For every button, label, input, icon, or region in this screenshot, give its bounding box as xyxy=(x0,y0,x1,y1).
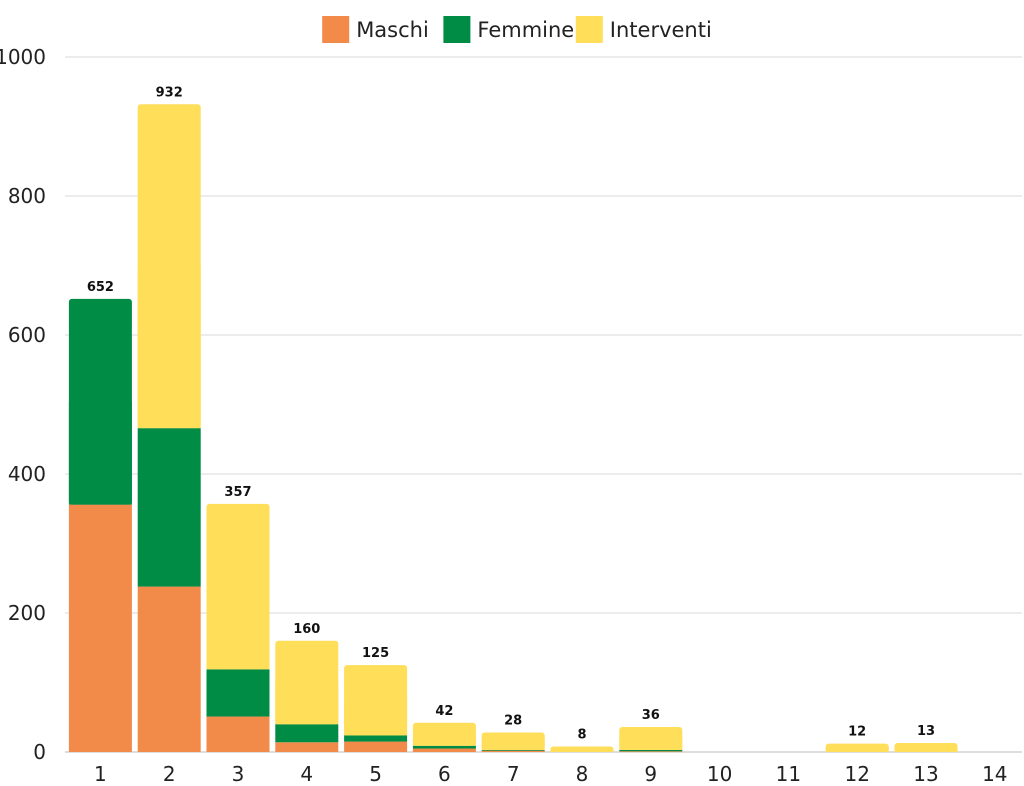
x-tick-label-14: 14 xyxy=(982,762,1007,786)
bar-femmine-9 xyxy=(619,749,683,752)
bar-maschi-7 xyxy=(481,750,545,752)
total-label-12: 12 xyxy=(848,725,866,740)
bar-interventi-9-base xyxy=(619,738,683,750)
y-tick-label: 0 xyxy=(33,740,46,764)
total-label-3: 357 xyxy=(224,485,251,500)
total-label-4: 160 xyxy=(293,622,320,637)
y-tick-label: 1000 xyxy=(0,45,46,69)
y-tick-label: 400 xyxy=(8,462,46,486)
legend: Maschi Femmine Interventi xyxy=(322,16,712,43)
bar-maschi-3 xyxy=(206,716,270,752)
bar-maschi-5 xyxy=(344,741,408,752)
x-axis: 1 2 3 4 5 6 7 8 9 10 11 12 13 14 xyxy=(94,762,1007,786)
total-label-9: 36 xyxy=(642,708,660,723)
x-tick-label-11: 11 xyxy=(776,762,801,786)
bar-femmine-6 xyxy=(412,745,476,749)
bar-interventi-5-base xyxy=(344,700,408,736)
total-label-5: 125 xyxy=(362,646,389,661)
total-label-6: 42 xyxy=(435,704,453,719)
x-tick-label-2: 2 xyxy=(163,762,176,786)
bar-femmine-4 xyxy=(275,724,339,743)
x-tick-label-8: 8 xyxy=(576,762,589,786)
total-label-13: 13 xyxy=(917,724,935,739)
x-tick-label-13: 13 xyxy=(913,762,938,786)
x-tick-label-9: 9 xyxy=(644,762,657,786)
bar-maschi-9 xyxy=(619,751,683,753)
y-tick-label: 600 xyxy=(8,323,46,347)
total-label-8: 8 xyxy=(577,727,586,742)
y-tick-label: 200 xyxy=(8,601,46,625)
bar-interventi-12-base xyxy=(825,747,889,752)
legend-item-femmine: Femmine xyxy=(443,16,574,43)
bar-interventi-8-base xyxy=(550,749,614,752)
bars-layer xyxy=(68,104,958,753)
legend-label-femmine: Femmine xyxy=(477,18,574,42)
bar-interventi-13-base xyxy=(894,747,958,752)
bar-femmine-2 xyxy=(137,428,201,587)
y-tick-label: 800 xyxy=(8,184,46,208)
bar-femmine-1-base xyxy=(68,401,132,505)
legend-label-interventi: Interventi xyxy=(610,18,712,42)
bar-maschi-1 xyxy=(68,504,132,752)
legend-item-maschi: Maschi xyxy=(322,16,429,43)
x-tick-label-12: 12 xyxy=(844,762,869,786)
bar-interventi-6-base xyxy=(412,734,476,746)
bar-interventi-3-base xyxy=(206,586,270,670)
x-tick-label-5: 5 xyxy=(369,762,382,786)
x-tick-label-7: 7 xyxy=(507,762,520,786)
total-label-2: 932 xyxy=(156,85,183,100)
bar-maschi-2 xyxy=(137,586,201,752)
x-tick-label-3: 3 xyxy=(232,762,245,786)
legend-swatch-interventi xyxy=(575,16,603,43)
bar-femmine-5 xyxy=(344,735,408,742)
legend-swatch-femmine xyxy=(443,16,471,43)
x-tick-label-10: 10 xyxy=(707,762,732,786)
legend-label-maschi: Maschi xyxy=(356,18,429,42)
legend-swatch-maschi xyxy=(322,16,350,43)
total-label-7: 28 xyxy=(504,714,522,729)
bar-interventi-7-base xyxy=(481,741,545,750)
x-tick-label-6: 6 xyxy=(438,762,451,786)
x-tick-label-4: 4 xyxy=(300,762,313,786)
bar-maschi-4 xyxy=(275,742,339,752)
bar-femmine-3 xyxy=(206,669,270,717)
bar-interventi-4-base xyxy=(275,682,339,725)
x-tick-label-1: 1 xyxy=(94,762,107,786)
total-labels-layer: 652 932 357 160 125 42 28 8 36 12 13 xyxy=(87,85,935,742)
bar-interventi-2-base xyxy=(137,266,201,429)
legend-item-interventi: Interventi xyxy=(575,16,712,43)
y-axis: 0 200 400 600 800 1000 xyxy=(0,45,46,764)
total-label-1: 652 xyxy=(87,280,114,295)
bar-femmine-7 xyxy=(481,749,545,751)
bar-maschi-6 xyxy=(412,748,476,752)
